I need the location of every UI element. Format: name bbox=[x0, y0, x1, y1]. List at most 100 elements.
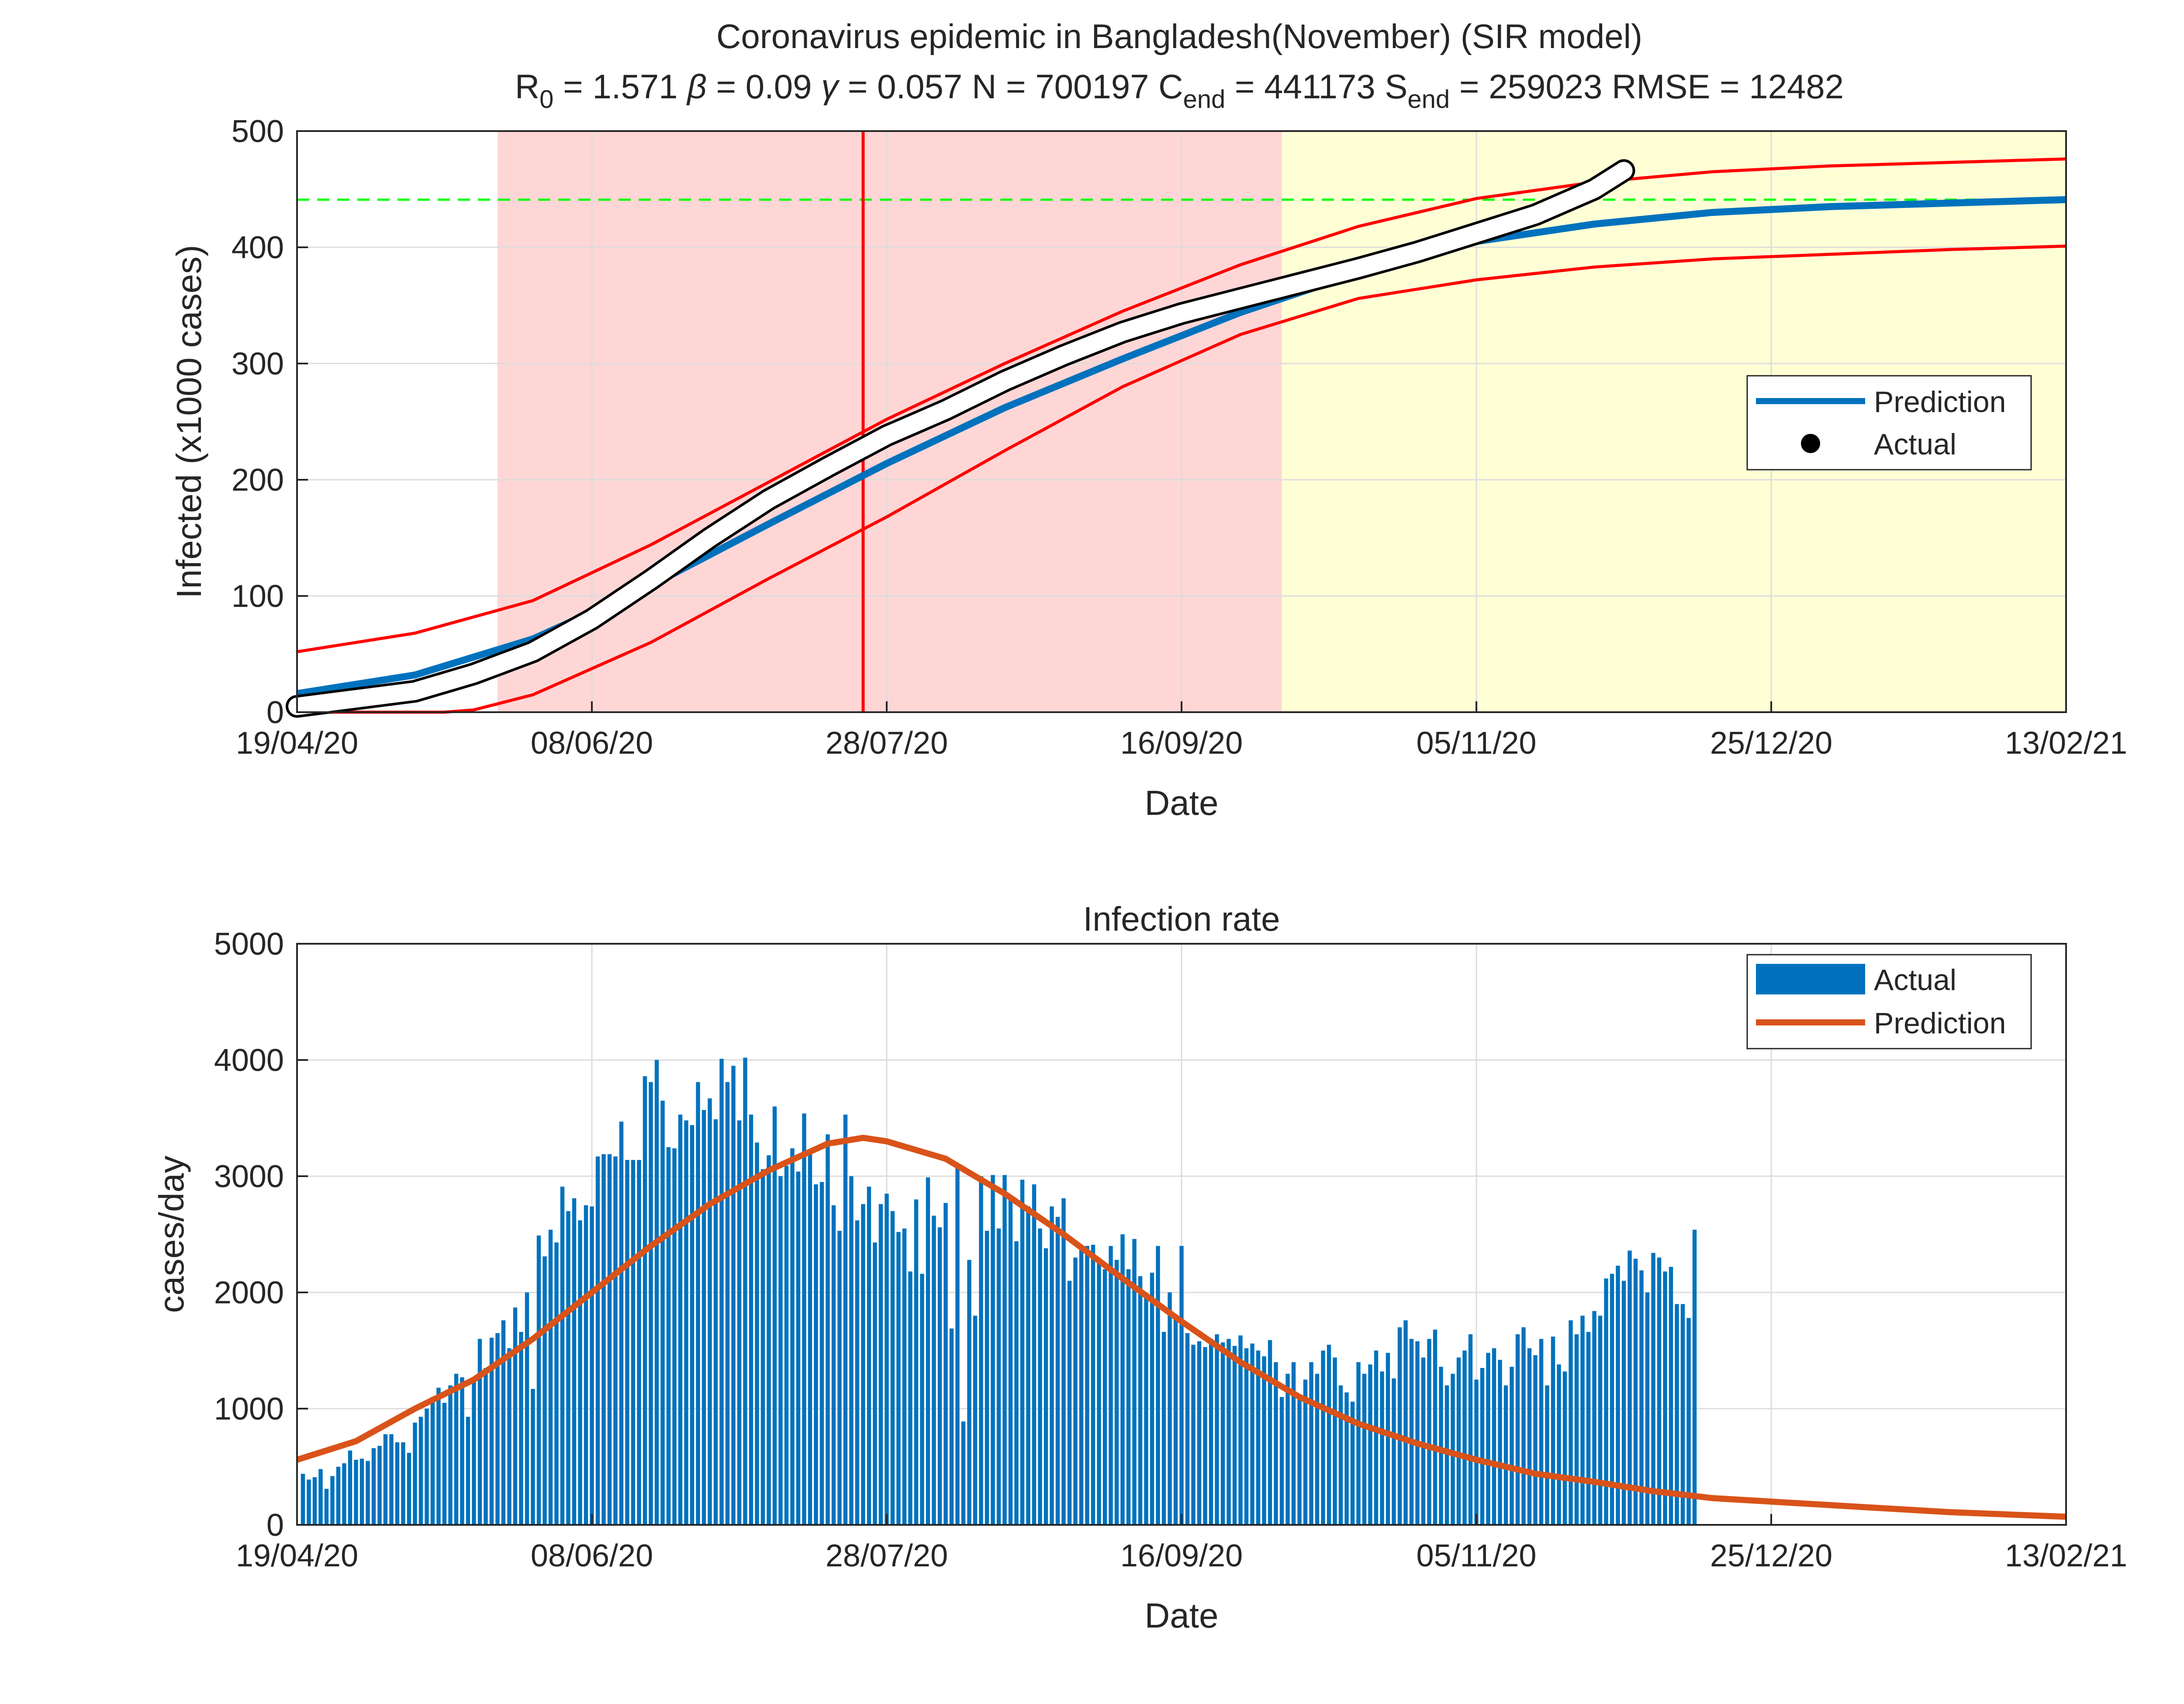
bar-actual bbox=[1639, 1270, 1644, 1525]
bar-actual bbox=[1439, 1367, 1443, 1525]
x-tick-label: 08/06/20 bbox=[531, 726, 653, 761]
bar-actual bbox=[607, 1154, 612, 1525]
x-axis-label: Date bbox=[1145, 783, 1219, 822]
bar-actual bbox=[354, 1460, 358, 1525]
bar-actual bbox=[1486, 1353, 1490, 1525]
bar-actual bbox=[743, 1057, 747, 1525]
send-value: 259023 bbox=[1489, 67, 1602, 106]
rmse-value: 12482 bbox=[1749, 67, 1844, 106]
bar-actual bbox=[979, 1176, 983, 1525]
bar-actual bbox=[1138, 1276, 1143, 1525]
bar-actual bbox=[460, 1377, 464, 1525]
bar-actual bbox=[1050, 1206, 1054, 1525]
bar-actual bbox=[1227, 1339, 1231, 1525]
bar-actual bbox=[920, 1274, 924, 1525]
bar-actual bbox=[767, 1155, 771, 1525]
bar-actual bbox=[1114, 1260, 1119, 1525]
bar-actual bbox=[660, 1101, 665, 1525]
bar-actual bbox=[719, 1059, 724, 1525]
bar-actual bbox=[696, 1082, 700, 1525]
y-tick-labels: 0 1000 2000 3000 4000 5000 bbox=[214, 927, 308, 1543]
bar-actual bbox=[1067, 1281, 1072, 1525]
y-tick-label: 500 bbox=[232, 114, 284, 149]
bar-actual bbox=[1498, 1360, 1502, 1525]
bar-actual bbox=[1503, 1385, 1508, 1525]
bar-actual bbox=[1669, 1267, 1673, 1525]
series-lines bbox=[286, 131, 2067, 718]
bar-actual bbox=[790, 1148, 795, 1525]
bar-actual bbox=[737, 1120, 742, 1525]
bar-actual bbox=[1156, 1246, 1160, 1525]
bar-actual bbox=[1286, 1374, 1290, 1525]
x-tick-label: 19/04/20 bbox=[236, 1538, 358, 1573]
bar-actual bbox=[1321, 1351, 1325, 1525]
bar-actual bbox=[1680, 1304, 1685, 1525]
x-tick-label: 25/12/20 bbox=[1710, 1538, 1832, 1573]
bar-actual bbox=[772, 1106, 777, 1525]
bar-actual bbox=[802, 1113, 806, 1525]
bar-actual bbox=[1262, 1356, 1266, 1525]
bar-actual bbox=[1303, 1379, 1308, 1525]
bar-actual bbox=[1026, 1206, 1030, 1525]
bar-actual bbox=[1427, 1339, 1431, 1525]
bar-actual bbox=[955, 1164, 960, 1525]
bar-actual bbox=[1415, 1341, 1420, 1525]
bar-actual bbox=[826, 1134, 830, 1525]
legend-label-prediction: Prediction bbox=[1874, 385, 2006, 419]
bar-actual bbox=[1150, 1272, 1154, 1525]
bar-actual bbox=[1403, 1320, 1408, 1525]
bar-actual bbox=[684, 1120, 688, 1525]
bar-actual bbox=[678, 1115, 683, 1525]
bar-actual bbox=[307, 1479, 311, 1525]
bar-actual bbox=[1079, 1246, 1084, 1525]
bar-actual bbox=[572, 1198, 577, 1525]
bar-actual bbox=[1268, 1340, 1272, 1525]
bar-actual bbox=[914, 1199, 919, 1525]
bar-actual bbox=[401, 1442, 405, 1525]
bar-actual bbox=[996, 1228, 1001, 1525]
bar-actual bbox=[548, 1230, 553, 1525]
bar-actual bbox=[1044, 1248, 1048, 1525]
bar-actual bbox=[1126, 1269, 1131, 1525]
y-tick-label: 5000 bbox=[214, 927, 284, 962]
bar-actual bbox=[760, 1169, 765, 1525]
bar-actual bbox=[1610, 1274, 1614, 1525]
bar-actual bbox=[436, 1388, 441, 1525]
bar-actual bbox=[430, 1397, 435, 1525]
bar-actual bbox=[1562, 1371, 1567, 1525]
x-tick-label: 13/02/21 bbox=[2005, 1538, 2127, 1573]
bar-actual bbox=[1238, 1335, 1243, 1525]
bar-actual bbox=[1451, 1374, 1455, 1525]
bar-actual bbox=[1480, 1368, 1485, 1525]
bar-actual bbox=[1232, 1346, 1237, 1525]
bar-actual bbox=[425, 1409, 429, 1525]
x-tick-label: 13/02/21 bbox=[2005, 726, 2127, 761]
bar-actual bbox=[1073, 1257, 1078, 1525]
bar-actual bbox=[967, 1260, 971, 1525]
bar-actual bbox=[366, 1461, 370, 1525]
y-tick-label: 0 bbox=[266, 1508, 284, 1543]
bar-actual bbox=[1628, 1250, 1632, 1525]
y-tick-label: 200 bbox=[232, 463, 284, 498]
n-value: 700197 bbox=[1035, 67, 1149, 106]
bar-actual bbox=[713, 1119, 718, 1525]
bar-actual bbox=[1168, 1292, 1172, 1525]
upper-bound-line bbox=[297, 157, 2067, 654]
bar-actual bbox=[849, 1176, 854, 1525]
bar-actual bbox=[1173, 1316, 1178, 1525]
x-tick-label: 16/09/20 bbox=[1120, 726, 1243, 761]
bar-actual bbox=[566, 1211, 570, 1525]
bar-actual bbox=[1002, 1175, 1007, 1525]
bar-actual bbox=[843, 1115, 848, 1525]
bar-actual bbox=[495, 1333, 500, 1525]
bar-actual bbox=[489, 1337, 494, 1525]
beta-value: 0.09 bbox=[746, 67, 812, 106]
bar-actual bbox=[1580, 1316, 1585, 1525]
bar-actual bbox=[1020, 1180, 1025, 1525]
x-tick-label: 05/11/20 bbox=[1417, 1538, 1537, 1573]
bar-actual bbox=[301, 1474, 305, 1525]
bar-actual bbox=[708, 1098, 712, 1525]
bar-actual bbox=[1574, 1334, 1579, 1525]
bar-actual bbox=[1220, 1342, 1225, 1525]
r0-value: 1.571 bbox=[592, 67, 677, 106]
